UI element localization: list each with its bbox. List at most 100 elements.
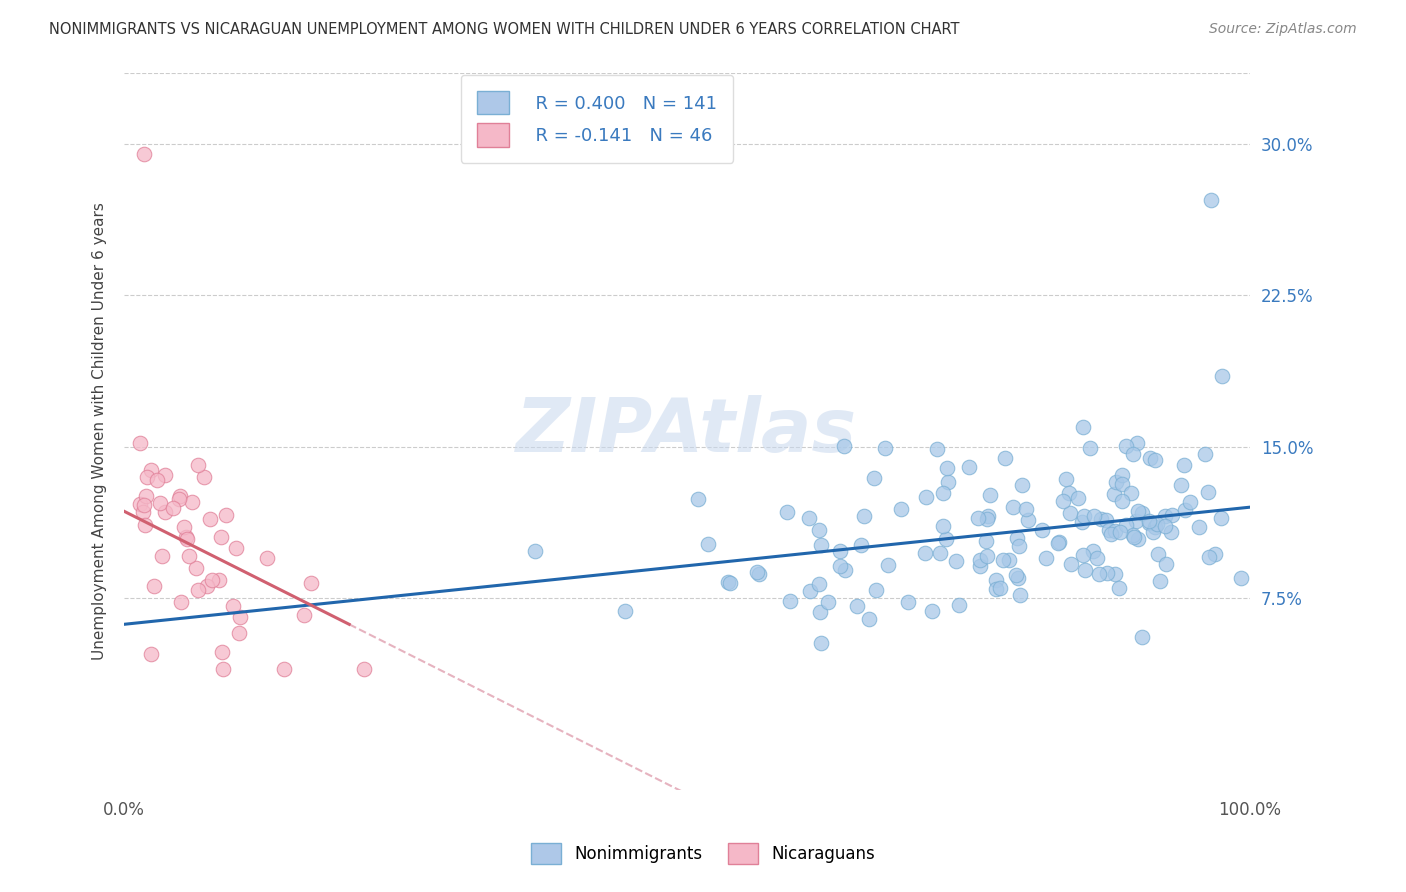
Point — [810, 605, 832, 619]
Point — [890, 501, 912, 516]
Point — [1060, 557, 1083, 571]
Point — [135, 489, 157, 503]
Point — [1211, 511, 1233, 525]
Point — [1095, 513, 1118, 527]
Point — [1081, 544, 1104, 558]
Point — [146, 473, 169, 487]
Point — [1198, 550, 1220, 565]
Point — [897, 595, 920, 609]
Point — [1007, 571, 1029, 585]
Point — [967, 510, 990, 524]
Point — [1104, 567, 1126, 582]
Point — [1095, 566, 1118, 581]
Point — [228, 626, 250, 640]
Point — [215, 508, 238, 523]
Point — [1126, 504, 1149, 518]
Point — [914, 545, 936, 559]
Point — [1115, 518, 1137, 533]
Point — [1122, 528, 1144, 542]
Point — [1047, 536, 1070, 550]
Point — [162, 500, 184, 515]
Point — [170, 595, 193, 609]
Point — [149, 495, 172, 509]
Point — [1098, 523, 1121, 537]
Point — [1071, 420, 1094, 434]
Point — [139, 463, 162, 477]
Point — [129, 436, 152, 450]
Point — [828, 543, 851, 558]
Point — [1005, 531, 1028, 545]
Point — [834, 563, 856, 577]
Point — [849, 538, 872, 552]
Point — [1161, 508, 1184, 522]
Point — [717, 574, 740, 589]
Point — [229, 609, 252, 624]
Point — [153, 505, 176, 519]
Point — [830, 558, 852, 573]
Point — [1078, 442, 1101, 456]
Point — [976, 533, 998, 548]
Point — [1031, 523, 1053, 537]
Point — [936, 460, 959, 475]
Point — [779, 594, 801, 608]
Point — [200, 512, 222, 526]
Point — [353, 662, 375, 676]
Point — [718, 575, 741, 590]
Point — [1125, 514, 1147, 528]
Point — [141, 647, 163, 661]
Point — [852, 508, 875, 523]
Point — [1108, 582, 1130, 596]
Point — [834, 439, 856, 453]
Point — [1126, 532, 1149, 546]
Point — [986, 582, 1008, 596]
Point — [810, 538, 832, 552]
Point — [1074, 563, 1097, 577]
Point — [1105, 475, 1128, 489]
Text: Source: ZipAtlas.com: Source: ZipAtlas.com — [1209, 22, 1357, 37]
Point — [181, 495, 204, 509]
Point — [197, 579, 219, 593]
Point — [1073, 508, 1095, 523]
Point — [135, 470, 157, 484]
Point — [1054, 473, 1077, 487]
Point — [201, 573, 224, 587]
Point — [1008, 539, 1031, 553]
Point — [187, 458, 209, 472]
Point — [1035, 550, 1057, 565]
Point — [177, 549, 200, 563]
Point — [187, 582, 209, 597]
Point — [925, 442, 948, 456]
Point — [1178, 495, 1201, 509]
Point — [1015, 502, 1038, 516]
Point — [877, 558, 900, 572]
Point — [1071, 515, 1094, 529]
Y-axis label: Unemployment Among Women with Children Under 6 years: Unemployment Among Women with Children U… — [93, 202, 107, 660]
Point — [129, 497, 152, 511]
Point — [1067, 491, 1090, 505]
Point — [1052, 494, 1074, 508]
Point — [1104, 524, 1126, 539]
Point — [921, 604, 943, 618]
Point — [211, 645, 233, 659]
Point — [1111, 477, 1133, 491]
Point — [1137, 516, 1160, 530]
Point — [132, 498, 155, 512]
Point — [938, 475, 960, 490]
Point — [184, 561, 207, 575]
Point — [299, 576, 322, 591]
Point — [747, 565, 769, 579]
Point — [174, 530, 197, 544]
Point — [1008, 588, 1031, 602]
Point — [799, 583, 821, 598]
Point — [292, 608, 315, 623]
Point — [1143, 519, 1166, 533]
Point — [1115, 439, 1137, 453]
Point — [1083, 508, 1105, 523]
Point — [1088, 567, 1111, 582]
Point — [1139, 450, 1161, 465]
Point — [1130, 631, 1153, 645]
Point — [1122, 447, 1144, 461]
Point — [193, 470, 215, 484]
Text: NONIMMIGRANTS VS NICARAGUAN UNEMPLOYMENT AMONG WOMEN WITH CHILDREN UNDER 6 YEARS: NONIMMIGRANTS VS NICARAGUAN UNEMPLOYMENT… — [49, 22, 960, 37]
Point — [945, 554, 967, 568]
